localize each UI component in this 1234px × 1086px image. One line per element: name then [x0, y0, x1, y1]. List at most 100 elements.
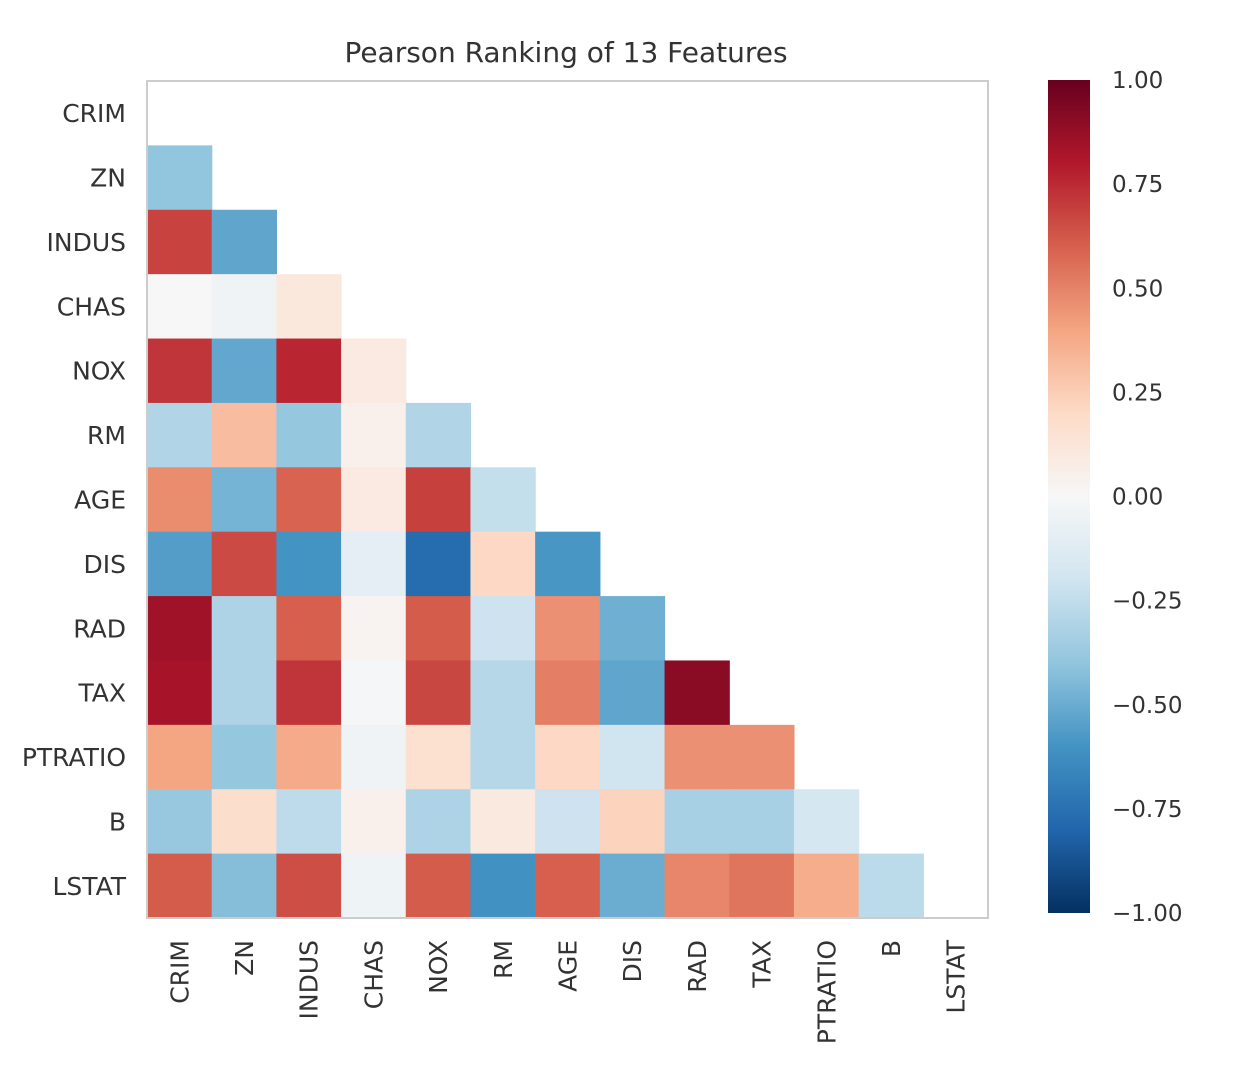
heatmap-cell-tax-dis	[599, 660, 666, 726]
heatmap-cell-lstat-age	[535, 853, 601, 919]
heatmap-cell-age-zn	[211, 467, 277, 533]
y-tick-label: CHAS	[57, 292, 126, 321]
heatmap-cells	[147, 145, 924, 919]
heatmap-cell-chas-zn	[211, 274, 277, 340]
heatmap-cell-ptratio-crim	[147, 724, 213, 790]
heatmap-cell-rad-age	[535, 596, 601, 662]
y-tick-label: AGE	[74, 486, 126, 515]
colorbar-tick-label: −0.25	[1112, 589, 1182, 615]
colorbar-tick-label: 0.50	[1112, 276, 1163, 302]
heatmap-cell-dis-indus	[276, 531, 342, 597]
x-tick-label: CHAS	[359, 940, 388, 1009]
x-tick-label: B	[877, 940, 906, 957]
heatmap-cell-dis-chas	[341, 531, 407, 597]
heatmap-cell-rm-indus	[276, 402, 342, 468]
heatmap-cell-tax-rad	[664, 660, 730, 726]
heatmap-cell-rad-nox	[405, 596, 472, 662]
heatmap-cell-lstat-ptratio	[793, 853, 860, 919]
plot-frame	[146, 80, 989, 919]
heatmap-cell-rad-dis	[599, 596, 666, 662]
colorbar-tick-label: 0.25	[1112, 380, 1163, 406]
heatmap-cell-b-age	[535, 789, 601, 855]
heatmap-cell-lstat-rad	[664, 853, 730, 919]
heatmap-cell-lstat-indus	[276, 853, 342, 919]
heatmap-cell-b-crim	[147, 789, 213, 855]
heatmap-cell-tax-zn	[211, 660, 277, 726]
x-tick-label: TAX	[748, 940, 777, 989]
y-tick-labels: CRIM ZN INDUS CHAS NOX RM AGE DIS RAD TAX PTRATIO B…	[22, 99, 127, 901]
heatmap-cell-age-rm	[470, 467, 536, 533]
heatmap-cell-ptratio-age	[535, 724, 601, 790]
heatmap-cell-dis-crim	[147, 531, 213, 597]
heatmap-cell-lstat-b	[858, 853, 924, 919]
x-tick-label: AGE	[554, 940, 583, 992]
heatmap-cell-ptratio-rm	[470, 724, 536, 790]
heatmap-cell-rad-chas	[341, 596, 407, 662]
heatmap-cell-indus-crim	[147, 209, 213, 275]
heatmap-cell-age-indus	[276, 467, 342, 533]
y-tick-label: INDUS	[47, 228, 127, 257]
y-tick-label: PTRATIO	[22, 743, 126, 772]
x-tick-label: PTRATIO	[812, 940, 841, 1044]
heatmap-cell-dis-nox	[405, 531, 472, 597]
heatmap-cell-b-dis	[599, 789, 666, 855]
heatmap-cell-ptratio-zn	[211, 724, 277, 790]
x-tick-label: RM	[489, 940, 518, 979]
heatmap-cell-rad-indus	[276, 596, 342, 662]
heatmap-cell-lstat-nox	[405, 853, 472, 919]
heatmap-cell-b-ptratio	[793, 789, 860, 855]
heatmap-cell-tax-indus	[276, 660, 342, 726]
heatmap-cell-b-rad	[664, 789, 730, 855]
heatmap-cell-rm-chas	[341, 402, 407, 468]
heatmap-cell-b-zn	[211, 789, 277, 855]
x-tick-label: INDUS	[295, 940, 324, 1020]
x-tick-label: CRIM	[165, 940, 194, 1004]
heatmap-cell-b-indus	[276, 789, 342, 855]
x-tick-label: ZN	[230, 940, 259, 976]
heatmap-cell-b-rm	[470, 789, 536, 855]
y-tick-label: CRIM	[62, 99, 126, 128]
heatmap-cell-dis-rm	[470, 531, 536, 597]
y-tick-label: RM	[87, 421, 126, 450]
x-tick-label: RAD	[683, 940, 712, 993]
heatmap-cell-chas-indus	[276, 274, 342, 340]
x-tick-labels: CRIM ZN INDUS CHAS NOX RM AGE DIS RAD TAX PTRATIO B…	[165, 939, 970, 1044]
y-tick-label: RAD	[73, 614, 126, 643]
heatmap-cell-b-chas	[341, 789, 407, 855]
y-tick-label: NOX	[72, 357, 126, 386]
colorbar-tick-label: −1.00	[1112, 901, 1182, 927]
colorbar-tick-labels: 1.00 0.75 0.50 0.25 0.00 −0.25 −0.50 −0.75 −1.00	[1112, 68, 1182, 927]
heatmap-cell-dis-age	[535, 531, 601, 597]
heatmap-cell-tax-crim	[147, 660, 213, 726]
heatmap-cell-zn-crim	[147, 145, 213, 211]
heatmap-cell-lstat-dis	[599, 853, 666, 919]
heatmap-cell-indus-zn	[211, 209, 277, 275]
x-tick-label: NOX	[424, 940, 453, 994]
colorbar-tick-label: −0.50	[1112, 693, 1182, 719]
heatmap-cell-lstat-zn	[211, 853, 277, 919]
heatmap-cell-tax-nox	[405, 660, 472, 726]
heatmap-cell-age-crim	[147, 467, 213, 533]
heatmap-cell-ptratio-dis	[599, 724, 666, 790]
heatmap-cell-b-tax	[729, 789, 795, 855]
heatmap-cell-lstat-rm	[470, 853, 536, 919]
chart-title: Pearson Ranking of 13 Features	[344, 36, 787, 69]
y-tick-label: ZN	[90, 164, 126, 193]
x-tick-label: DIS	[618, 940, 647, 983]
heatmap-cell-rm-nox	[405, 402, 472, 468]
y-tick-label: B	[109, 807, 126, 836]
heatmap-cell-ptratio-chas	[341, 724, 407, 790]
heatmap-cell-chas-crim	[147, 274, 213, 340]
heatmap-cell-ptratio-nox	[405, 724, 472, 790]
heatmap-cell-nox-chas	[341, 338, 407, 404]
heatmap-cell-tax-chas	[341, 660, 407, 726]
y-tick-label: DIS	[84, 550, 127, 579]
heatmap-cell-lstat-chas	[341, 853, 407, 919]
heatmap-cell-nox-zn	[211, 338, 277, 404]
heatmap-cell-lstat-crim	[147, 853, 213, 919]
heatmap-cell-nox-crim	[147, 338, 213, 404]
heatmap-cell-rad-crim	[147, 596, 213, 662]
heatmap-cell-rm-crim	[147, 402, 213, 468]
